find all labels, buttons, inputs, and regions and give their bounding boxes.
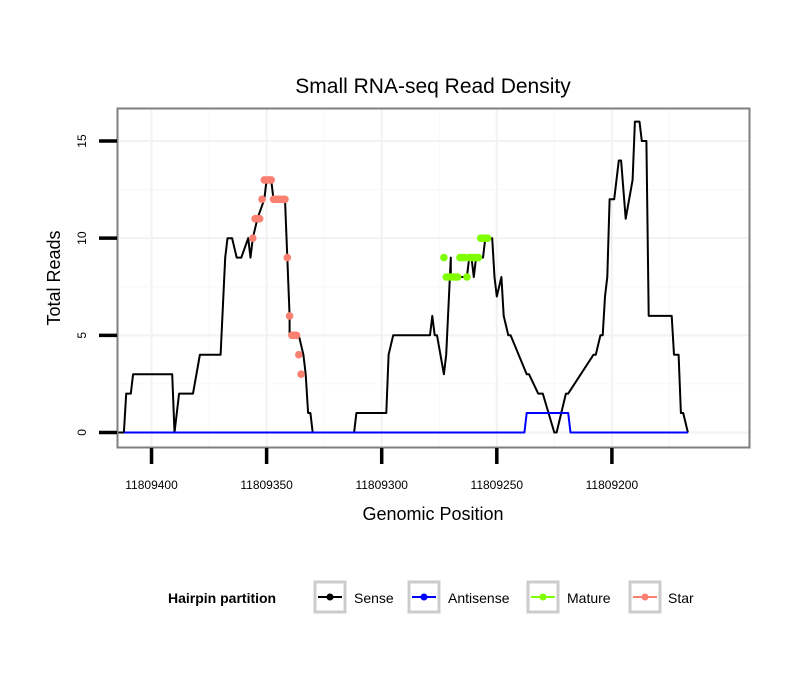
legend-entry-star: Star <box>628 580 694 614</box>
legend-entry-antisense: Antisense <box>407 580 510 614</box>
x-tick-label: 11809250 <box>471 478 524 492</box>
x-axis-title: Genomic Position <box>362 504 503 524</box>
y-axis: 0 5 10 15 <box>75 134 117 436</box>
legend-key-point <box>539 593 547 601</box>
legend-key-point <box>326 593 334 601</box>
plot-background <box>117 108 750 448</box>
data-point-star <box>267 176 276 184</box>
data-point-mature <box>453 273 462 281</box>
legend-label: Star <box>668 590 694 606</box>
data-point-star <box>258 195 266 204</box>
y-tick-label: 15 <box>75 134 89 148</box>
legend-label: Mature <box>567 590 611 606</box>
series-points-star <box>249 176 305 379</box>
plot-panel <box>116 107 751 449</box>
legend: Hairpin partition Sense Antisense Mature St… <box>168 580 694 614</box>
data-point-star <box>281 195 289 204</box>
data-point-star <box>297 370 305 379</box>
y-tick-label: 10 <box>75 231 89 245</box>
y-tick-label: 5 <box>75 332 89 339</box>
legend-label: Sense <box>354 590 394 606</box>
data-point-star <box>255 214 264 223</box>
legend-label: Antisense <box>448 590 510 606</box>
data-point-star <box>283 253 292 262</box>
data-point-mature <box>463 273 471 281</box>
x-tick-label: 11809400 <box>125 478 178 492</box>
data-point-mature <box>483 234 492 242</box>
data-point-mature <box>474 253 483 262</box>
data-point-star <box>249 234 257 242</box>
x-axis: 11809400 11809350 11809300 11809250 11809200 <box>125 448 638 492</box>
y-tick-label: 0 <box>75 429 89 436</box>
plot-border <box>116 107 751 449</box>
legend-key-point <box>420 593 428 601</box>
x-tick-label: 11809300 <box>355 478 408 492</box>
data-point-star <box>295 350 303 359</box>
data-point-star <box>292 331 301 340</box>
legend-entry-sense: Sense <box>313 580 394 614</box>
series-line-sense <box>117 120 689 434</box>
legend-title: Hairpin partition <box>168 590 276 606</box>
legend-key-point <box>641 593 649 601</box>
chart-title: Small RNA-seq Read Density <box>295 75 571 98</box>
series-line-antisense <box>123 412 688 434</box>
data-point-mature <box>440 253 448 262</box>
x-tick-label: 11809350 <box>240 478 293 492</box>
x-tick-label: 11809200 <box>586 478 639 492</box>
series-layer <box>117 120 689 434</box>
y-axis-title: Total Reads <box>44 230 64 325</box>
data-point-star <box>285 312 294 320</box>
legend-entry-mature: Mature <box>526 580 611 614</box>
series-points-mature <box>440 234 492 281</box>
